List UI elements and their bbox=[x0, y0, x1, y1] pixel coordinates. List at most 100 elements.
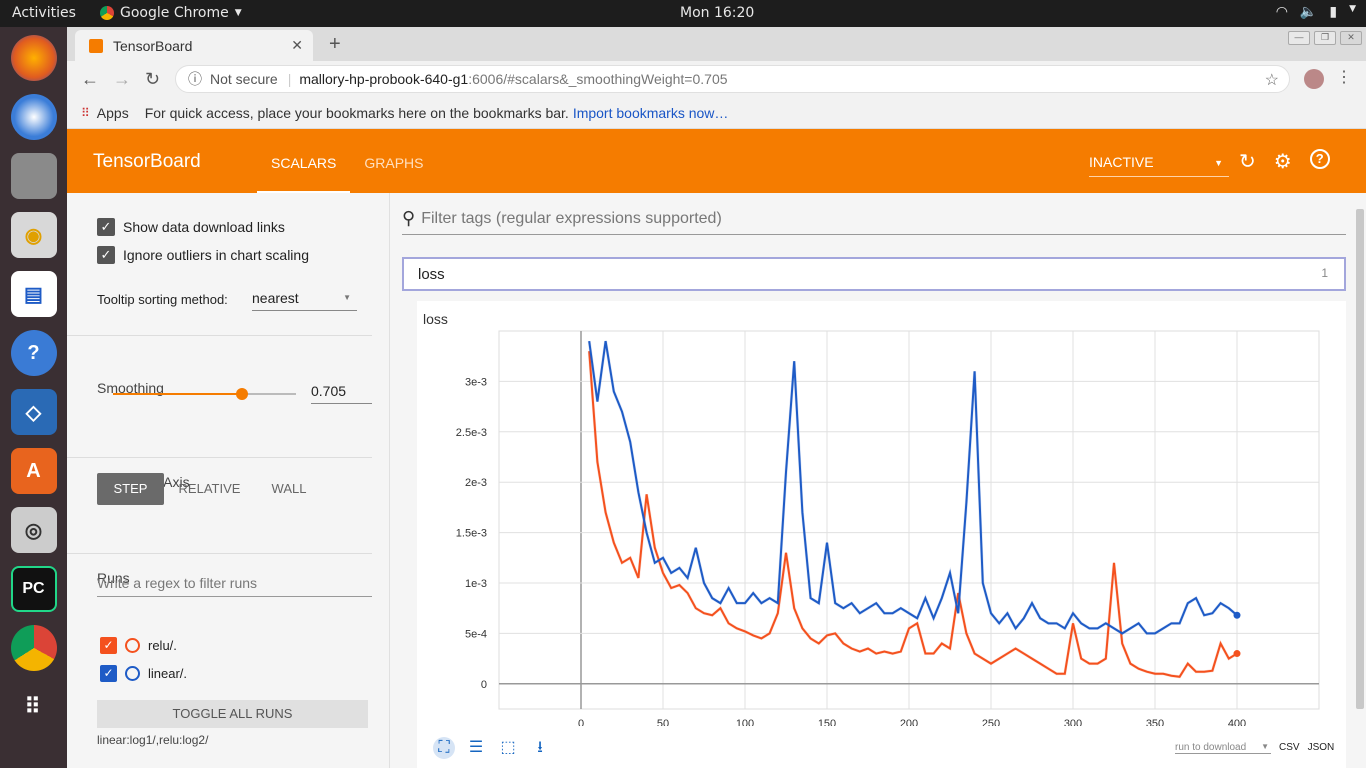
import-bookmarks-link[interactable]: Import bookmarks now… bbox=[572, 104, 729, 121]
show-download-label: Show data download links bbox=[123, 219, 285, 235]
close-tab-icon[interactable]: ✕ bbox=[291, 37, 303, 53]
minimize-icon[interactable]: — bbox=[1288, 31, 1310, 45]
bookmarks-bar: ⠿ Apps For quick access, place your book… bbox=[67, 97, 1366, 129]
profile-avatar[interactable] bbox=[1304, 69, 1324, 89]
gear-icon[interactable]: ⚙ bbox=[1273, 151, 1292, 173]
axis-step-button[interactable]: STEP bbox=[97, 473, 164, 505]
main-panel: ⚲ Filter tags (regular expressions suppo… bbox=[390, 193, 1366, 768]
scrollbar-thumb[interactable] bbox=[1356, 209, 1364, 709]
run-checkbox-linear[interactable]: ✓ bbox=[100, 664, 117, 682]
run-download-select[interactable]: run to download ▼ bbox=[1175, 742, 1271, 754]
fit-domain-icon[interactable]: ⬚ bbox=[500, 739, 516, 756]
firefox-icon[interactable] bbox=[10, 35, 57, 81]
chrome-icon bbox=[100, 6, 114, 20]
x-tick-label: 200 bbox=[900, 718, 918, 726]
bookmark-star-icon[interactable]: ☆ bbox=[1264, 72, 1279, 89]
json-link[interactable]: JSON bbox=[1307, 742, 1335, 753]
software-center-icon[interactable]: A bbox=[10, 448, 57, 494]
info-icon[interactable]: ⓘ bbox=[188, 71, 202, 87]
run-row-linear[interactable]: ✓ linear/. bbox=[100, 663, 187, 683]
brand-title: TensorBoard bbox=[93, 151, 201, 172]
chevron-down-icon: ▼ bbox=[1349, 4, 1356, 14]
apps-link[interactable]: Apps bbox=[96, 104, 129, 121]
log-scale-icon[interactable]: ☰ bbox=[468, 739, 484, 756]
ignore-outliers-checkbox[interactable]: ✓ bbox=[97, 246, 115, 264]
writer-icon[interactable]: ▤ bbox=[10, 271, 57, 317]
x-tick-label: 100 bbox=[736, 718, 754, 726]
smoothing-slider-knob[interactable] bbox=[236, 388, 248, 400]
axis-relative-button[interactable]: RELATIVE bbox=[178, 481, 241, 496]
loss-chart[interactable]: 0 50 100 150 200 250 300 350 400 0 5e-4 1e-3 1.5e-3 2… bbox=[417, 301, 1346, 726]
show-apps-icon[interactable]: ⠿ bbox=[24, 694, 43, 719]
x-tick-label: 400 bbox=[1228, 718, 1246, 726]
scrollbar[interactable] bbox=[1354, 209, 1366, 709]
chrome-menu-icon[interactable]: ⋮ bbox=[1336, 69, 1352, 86]
tab-strip: TensorBoard ✕ + — ❐ ✕ bbox=[67, 27, 1366, 61]
clock[interactable]: Mon 16:20 bbox=[680, 5, 755, 21]
tensorboard-header: TensorBoard SCALARS GRAPHS INACTIVE ▼ ↻ … bbox=[67, 129, 1366, 193]
files-icon[interactable] bbox=[10, 153, 57, 199]
thunderbird-icon[interactable] bbox=[10, 94, 57, 140]
bookmarks-tip: For quick access, place your bookmarks h… bbox=[144, 104, 569, 121]
x-tick-label: 250 bbox=[982, 718, 1000, 726]
system-tray[interactable]: ◠ 🔈 ▮ ▼ bbox=[1276, 4, 1356, 20]
dock: ◉ ▤ ? ◇ A ◎ PC ⠿ bbox=[0, 27, 67, 768]
tab-graphs[interactable]: GRAPHS bbox=[364, 155, 424, 171]
show-download-checkbox[interactable]: ✓ bbox=[97, 218, 115, 236]
rhythmbox-icon[interactable]: ◉ bbox=[10, 212, 57, 258]
inactive-dashboards-select[interactable]: INACTIVE ▼ bbox=[1089, 154, 1229, 177]
x-tick-label: 150 bbox=[818, 718, 836, 726]
activities-button[interactable]: Activities bbox=[12, 5, 76, 21]
close-window-icon[interactable]: ✕ bbox=[1340, 31, 1362, 45]
apps-grid-icon[interactable]: ⠿ bbox=[81, 105, 90, 120]
run-color-linear[interactable] bbox=[125, 665, 140, 681]
help-icon[interactable]: ? bbox=[1309, 149, 1330, 169]
reload-icon[interactable]: ↻ bbox=[145, 69, 161, 89]
category-name: loss bbox=[418, 266, 445, 283]
y-tick-label: 3e-3 bbox=[465, 376, 487, 388]
card-title: loss bbox=[423, 311, 448, 327]
back-icon[interactable]: ← bbox=[81, 69, 99, 89]
tag-filter-input[interactable]: ⚲ Filter tags (regular expressions suppo… bbox=[402, 203, 1346, 235]
run-name-linear: linear/. bbox=[148, 665, 188, 681]
chrome-dock-icon[interactable] bbox=[10, 625, 57, 671]
browser-tab[interactable]: TensorBoard ✕ bbox=[75, 30, 313, 61]
series-shadow-relu bbox=[587, 351, 1238, 679]
run-row-relu[interactable]: ✓ relu/. bbox=[100, 635, 177, 655]
inactive-label: INACTIVE bbox=[1089, 154, 1154, 170]
refresh-icon[interactable]: ↻ bbox=[1239, 151, 1256, 173]
download-icon[interactable]: ⭳ bbox=[537, 739, 543, 756]
run-color-relu[interactable] bbox=[125, 637, 140, 653]
wifi-icon: ◠ bbox=[1275, 4, 1288, 20]
series-line-linear bbox=[588, 340, 1238, 635]
run-name-relu: relu/. bbox=[148, 637, 177, 653]
address-bar[interactable]: ⓘ Not secure | mallory-hp-probook-640-g1… bbox=[175, 65, 1290, 93]
axis-wall-button[interactable]: WALL bbox=[271, 481, 307, 496]
new-tab-icon[interactable]: + bbox=[329, 33, 341, 55]
security-label: Not secure bbox=[210, 71, 278, 87]
tab-scalars[interactable]: SCALARS bbox=[257, 129, 351, 193]
url-host: mallory-hp-probook-640-g1 bbox=[299, 71, 469, 87]
dashboard-tabs: SCALARS GRAPHS bbox=[257, 129, 437, 193]
virtualbox-icon[interactable]: ◇ bbox=[10, 389, 57, 435]
toggle-all-runs-button[interactable]: TOGGLE ALL RUNS bbox=[97, 700, 368, 728]
app-menu[interactable]: Google Chrome ▼ bbox=[100, 5, 242, 21]
forward-icon[interactable]: → bbox=[113, 69, 131, 89]
chevron-down-icon: ▼ bbox=[343, 293, 351, 302]
camera-icon[interactable]: ◎ bbox=[10, 507, 57, 553]
fullscreen-icon[interactable]: ⛶ bbox=[433, 737, 455, 759]
smoothing-slider-fill bbox=[113, 393, 242, 395]
y-tick-label: 2e-3 bbox=[465, 477, 487, 489]
tooltip-sort-value: nearest bbox=[252, 290, 299, 306]
help-icon[interactable]: ? bbox=[10, 330, 57, 376]
smoothing-value-input[interactable]: 0.705 bbox=[311, 383, 372, 404]
maximize-icon[interactable]: ❐ bbox=[1314, 31, 1336, 45]
smoothing-slider[interactable] bbox=[113, 388, 296, 400]
pycharm-icon[interactable]: PC bbox=[10, 566, 57, 612]
tooltip-sort-select[interactable]: nearest ▼ bbox=[252, 290, 357, 311]
run-checkbox-relu[interactable]: ✓ bbox=[100, 636, 117, 654]
runs-filter-input[interactable]: Write a regex to filter runs bbox=[97, 575, 372, 597]
run-summary: linear:log1/,relu:log2/ bbox=[97, 733, 209, 747]
csv-link[interactable]: CSV bbox=[1279, 742, 1300, 753]
category-header[interactable]: loss 1 bbox=[402, 257, 1346, 291]
